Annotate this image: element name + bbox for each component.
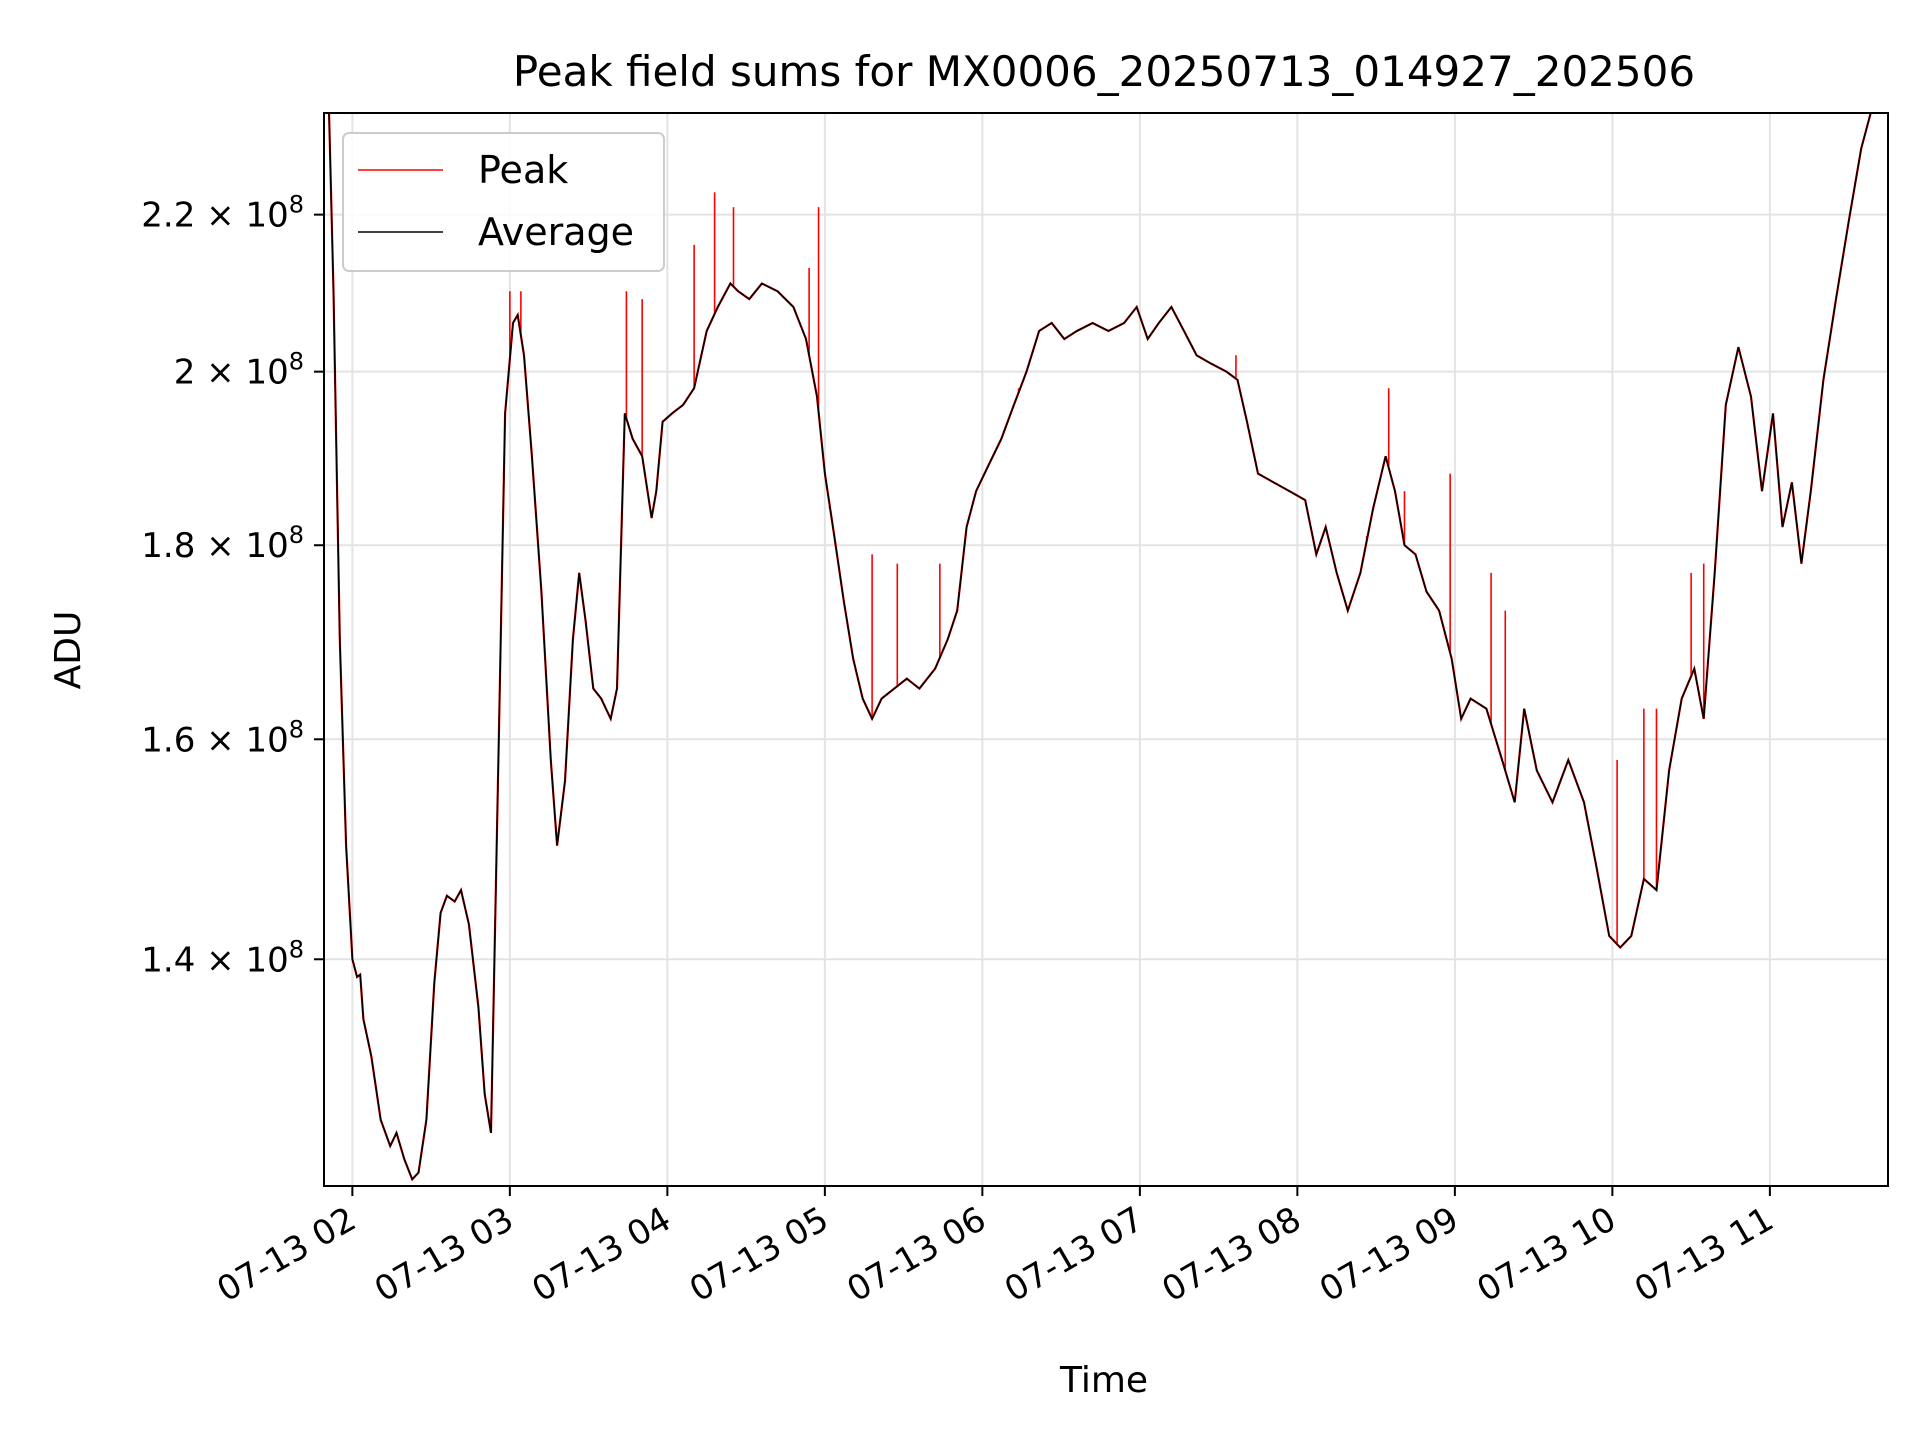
y-tick-label: 1.8 × 108 [141, 521, 304, 566]
plot-frame [323, 112, 1889, 1187]
y-tick-label: 1.4 × 108 [141, 935, 304, 980]
legend-label-average: Average [478, 210, 634, 254]
chart-title: Peak field sums for MX0006_20250713_0149… [513, 47, 1695, 96]
series-average [328, 113, 1872, 1181]
average-line [328, 113, 1872, 1181]
legend-box [342, 132, 665, 272]
y-tick-label: 2 × 108 [174, 348, 304, 393]
x-axis-label: Time [1059, 1360, 1148, 1401]
y-axis: 1.4 × 108 1.6 × 108 1.8 × 108 2 × 108 2.2 × … [141, 191, 324, 980]
y-tick-label: 2.2 × 108 [141, 191, 304, 236]
y-tick-label: 1.6 × 108 [141, 715, 304, 760]
legend-label-peak: Peak [478, 148, 568, 192]
grid [324, 113, 1888, 1186]
legend: Peak Average [342, 132, 665, 272]
y-axis-label: ADU [48, 611, 89, 690]
